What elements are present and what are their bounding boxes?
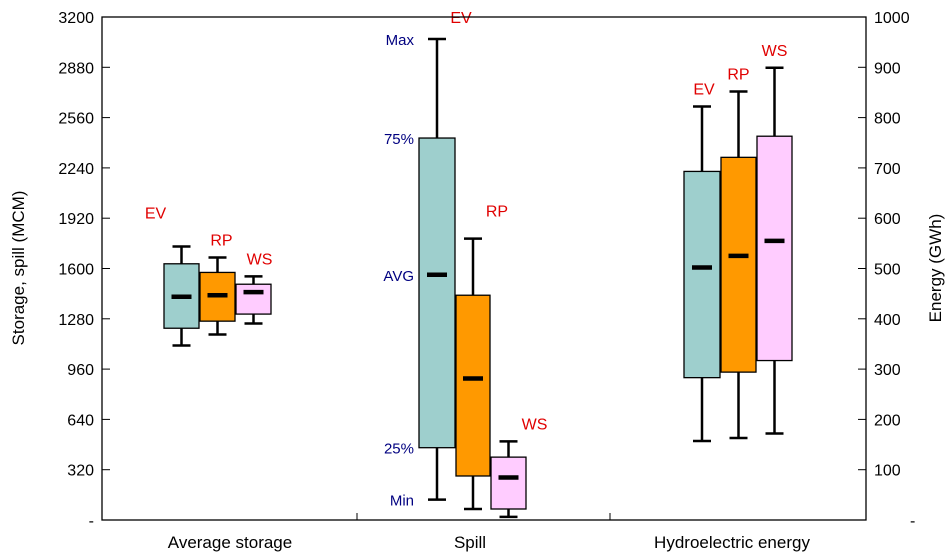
plot-area: EV RP WS EV RP WS EV RP WS Max 75% AVG 25% Min xyxy=(145,10,793,519)
right-tick-label: 200 xyxy=(874,412,901,429)
right-axis-title: Energy (GWh) xyxy=(926,214,945,323)
left-tick-label: 960 xyxy=(67,362,94,379)
right-axis: 100 200 300 400 500 600 700 800 900 1000 - xyxy=(858,10,915,530)
left-tick-label: 1280 xyxy=(58,312,94,329)
left-axis: 320 640 960 1280 1600 1920 2240 2560 2880 3200 - xyxy=(58,10,110,530)
series-label: WS xyxy=(522,416,548,433)
box-group-0: EV RP WS xyxy=(145,205,273,347)
series-label: EV xyxy=(693,82,715,99)
box-group-2: EV RP WS xyxy=(683,43,793,443)
iqr-box xyxy=(756,135,793,362)
left-tick-label: - xyxy=(89,513,94,530)
right-tick-label: 400 xyxy=(874,312,901,329)
category-label: Spill xyxy=(454,533,486,552)
left-tick-label: 2240 xyxy=(58,161,94,178)
left-tick-label: 320 xyxy=(67,463,94,480)
series-label: RP xyxy=(486,204,508,221)
left-tick-label: 1600 xyxy=(58,262,94,279)
left-axis-title: Storage, spill (MCM) xyxy=(9,191,28,346)
series-label: RP xyxy=(210,232,232,249)
right-tick-label: 1000 xyxy=(874,10,910,27)
left-tick-label: 2880 xyxy=(58,60,94,77)
right-tick-label: - xyxy=(910,513,915,530)
iqr-box xyxy=(455,294,491,477)
stat-label-max: Max xyxy=(386,32,415,49)
box-group-1: EV RP WS xyxy=(418,10,548,519)
series-label: WS xyxy=(247,251,273,268)
iqr-box xyxy=(490,456,527,510)
series-label: EV xyxy=(450,10,472,27)
left-tick-label: 1920 xyxy=(58,211,94,228)
stat-label-q1: 25% xyxy=(384,441,414,458)
category-label: Average storage xyxy=(168,533,292,552)
iqr-box xyxy=(720,156,757,373)
left-tick-label: 3200 xyxy=(58,10,94,27)
stat-label-avg: AVG xyxy=(383,268,414,285)
right-tick-label: 100 xyxy=(874,463,901,480)
series-label: RP xyxy=(727,66,749,83)
iqr-box xyxy=(683,170,721,379)
stat-label-min: Min xyxy=(390,493,414,510)
iqr-box xyxy=(235,283,272,315)
stat-label-q3: 75% xyxy=(384,131,414,148)
right-tick-label: 900 xyxy=(874,60,901,77)
statistic-labels: Max 75% AVG 25% Min xyxy=(383,32,414,510)
right-tick-label: 600 xyxy=(874,211,901,228)
series-label: WS xyxy=(762,43,788,60)
category-axis: Average storage Spill Hydroelectric energy xyxy=(168,513,810,552)
right-tick-label: 500 xyxy=(874,262,901,279)
left-tick-label: 640 xyxy=(67,412,94,429)
iqr-box xyxy=(418,137,456,449)
left-tick-label: 2560 xyxy=(58,111,94,128)
category-label: Hydroelectric energy xyxy=(654,533,810,552)
right-tick-label: 700 xyxy=(874,161,901,178)
series-label: EV xyxy=(145,205,167,222)
right-tick-label: 800 xyxy=(874,111,901,128)
right-tick-label: 300 xyxy=(874,362,901,379)
